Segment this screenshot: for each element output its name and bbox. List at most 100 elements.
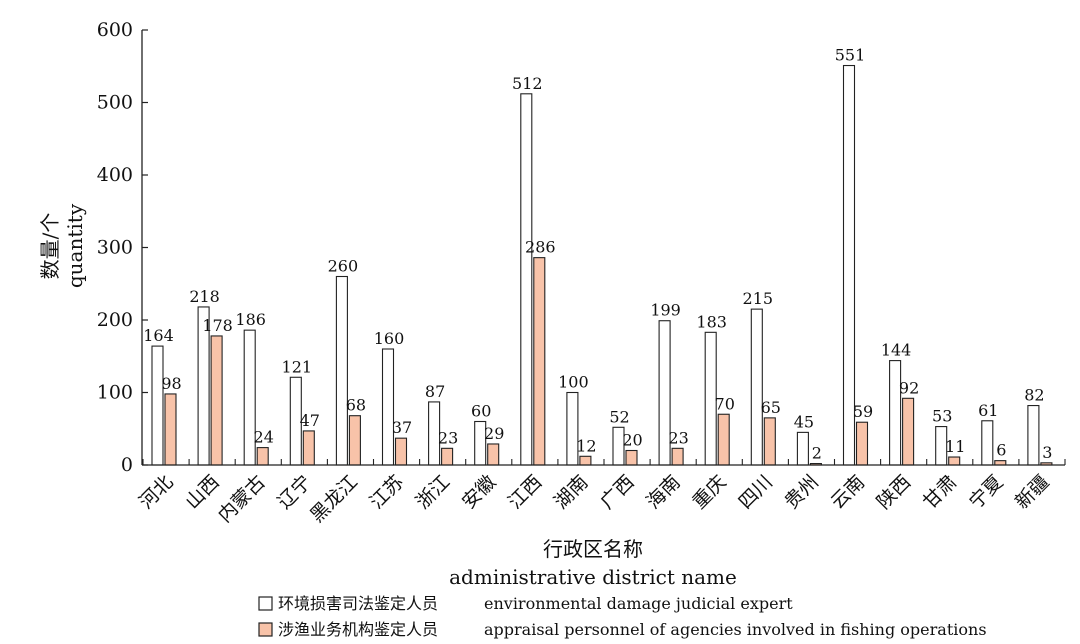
bar-fishing	[902, 397, 915, 466]
data-label: 60	[471, 402, 491, 421]
legend-label-expert-cn: 环境损害司法鉴定人员	[278, 594, 438, 613]
data-label: 186	[235, 310, 266, 329]
data-label: 23	[668, 428, 688, 447]
bar-fishing	[671, 447, 684, 466]
y-axis: 0 100 200 300 400 500 600	[97, 19, 148, 476]
bar-expert	[335, 275, 348, 466]
data-label: 286	[525, 238, 556, 257]
x-tick-label: 广西	[596, 471, 638, 513]
x-tick-label: 四川	[734, 471, 776, 513]
bar-fishing	[948, 456, 961, 466]
legend-swatch-fishing	[258, 622, 273, 637]
y-tick-label: 100	[97, 382, 133, 404]
data-label: 61	[978, 401, 998, 420]
data-label: 3	[1042, 443, 1052, 462]
data-label: 45	[794, 412, 814, 431]
data-label: 52	[609, 407, 629, 426]
y-tick-label: 400	[97, 164, 133, 186]
x-tick-label: 陕西	[873, 471, 915, 513]
bar-expert	[750, 308, 763, 466]
bar-expert	[889, 360, 902, 466]
legend-label-expert-en: environmental damage judicial expert	[484, 594, 793, 613]
data-label: 65	[761, 398, 781, 417]
data-label: 11	[945, 437, 965, 456]
bar-expert	[381, 348, 395, 466]
x-tick-label: 重庆	[688, 471, 730, 513]
data-label: 121	[282, 357, 313, 376]
bar-expert	[796, 431, 809, 466]
data-label: 6	[996, 441, 1006, 460]
bar-fishing	[256, 447, 269, 466]
x-axis-label-en: administrative district name	[449, 565, 737, 589]
data-label: 53	[932, 407, 952, 426]
bar-expert	[1027, 404, 1040, 466]
x-tick-label: 新疆	[1011, 471, 1053, 513]
y-axis-label-en: quantity	[63, 203, 87, 288]
bar-expert	[981, 420, 994, 466]
bar-fishing	[487, 443, 500, 466]
data-label: 160	[374, 329, 405, 348]
data-label: 82	[1024, 386, 1044, 405]
x-tick-label: 云南	[827, 471, 869, 513]
y-axis-label-cn: 数量/个	[38, 213, 62, 280]
data-label: 512	[512, 74, 543, 93]
x-tick-label: 河北	[135, 471, 177, 513]
data-label: 37	[392, 418, 412, 437]
y-tick-label: 500	[97, 92, 133, 114]
x-tick-label: 宁夏	[965, 471, 1007, 513]
data-label: 87	[425, 382, 445, 401]
data-label: 2	[812, 444, 822, 463]
bar-expert	[520, 93, 533, 466]
data-label: 144	[881, 341, 912, 360]
data-label: 98	[161, 374, 181, 393]
data-label: 178	[202, 316, 233, 335]
bar-fishing	[717, 413, 730, 466]
data-label: 23	[438, 428, 458, 447]
data-label: 100	[558, 373, 589, 392]
x-axis-label-cn: 行政区名称	[543, 537, 643, 561]
data-label: 59	[853, 402, 873, 421]
y-tick-label: 600	[97, 19, 133, 41]
bar-fishing	[763, 417, 776, 466]
x-tick-label: 海南	[642, 471, 684, 513]
bar-fishing	[302, 430, 315, 466]
data-label: 68	[346, 396, 366, 415]
data-label: 92	[899, 378, 919, 397]
bar-fishing	[394, 437, 408, 466]
x-tick-label: 甘肃	[919, 471, 961, 513]
bar-fishing	[164, 393, 177, 466]
x-tick-label: 安徽	[458, 471, 500, 513]
data-label: 20	[622, 431, 642, 450]
legend-label-fishing-cn: 涉渔业务机构鉴定人员	[278, 620, 438, 639]
data-label: 260	[328, 257, 359, 276]
x-tick-label: 贵州	[781, 471, 823, 513]
data-label: 29	[484, 424, 504, 443]
x-tick-label: 内蒙古	[214, 471, 270, 527]
bar-fishing	[441, 447, 454, 466]
bar-fishing	[210, 335, 223, 466]
data-label: 24	[254, 428, 274, 447]
data-label: 70	[715, 394, 735, 413]
bar-fishing	[855, 421, 869, 466]
bars: 164 218 186 121 260 160 87 60 512 100 52 199 183 215 4…	[143, 46, 1052, 466]
data-label: 164	[143, 326, 174, 345]
y-tick-label: 300	[97, 237, 133, 259]
data-label: 215	[743, 289, 774, 308]
bar-fishing	[625, 449, 638, 466]
data-label: 199	[650, 301, 681, 320]
x-tick-label: 湖南	[550, 471, 592, 513]
data-label: 183	[696, 312, 727, 331]
bar-fishing	[994, 460, 1007, 466]
y-tick-label: 200	[97, 309, 133, 331]
x-tick-label: 江苏	[366, 471, 408, 513]
legend-swatch-expert	[258, 596, 273, 611]
bar-fishing	[348, 415, 361, 466]
y-tick-label: 0	[121, 454, 133, 476]
bar-expert	[151, 345, 164, 466]
legend-label-fishing-en: appraisal personnel of agencies involved…	[484, 620, 987, 639]
data-label: 551	[835, 46, 866, 65]
bar-fishing	[579, 455, 592, 466]
x-tick-label: 黑龙江	[306, 471, 362, 527]
legend: 环境损害司法鉴定人员 environmental damage judicial…	[258, 594, 987, 639]
